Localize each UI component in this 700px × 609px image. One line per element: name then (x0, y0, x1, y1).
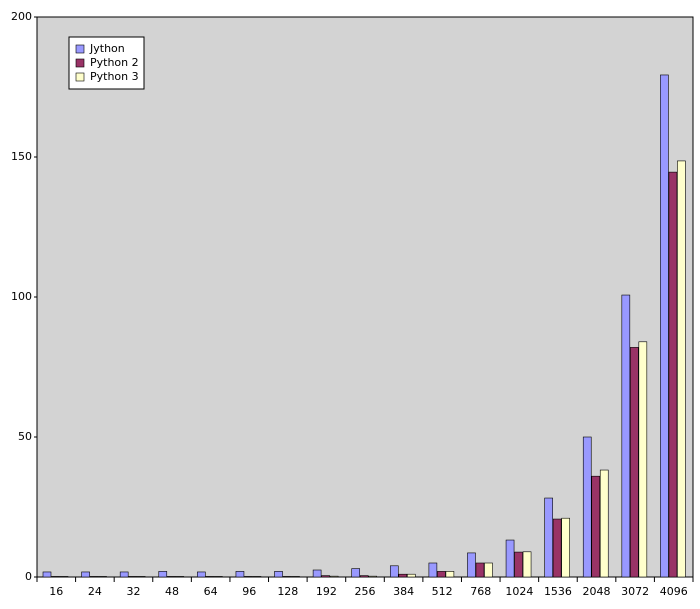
bar (119, 571, 129, 578)
bar (59, 576, 69, 578)
bar (291, 576, 300, 578)
bar (235, 571, 245, 578)
x-tick-label: 1536 (544, 585, 572, 598)
legend-swatch (75, 58, 85, 68)
x-tick-label: 32 (126, 585, 140, 598)
legend-swatch (75, 44, 85, 54)
bar (599, 469, 609, 578)
bar (128, 576, 137, 578)
bar (89, 576, 99, 578)
bar (158, 571, 168, 578)
bar (244, 576, 253, 578)
bar (166, 576, 176, 578)
x-tick-label: 384 (393, 585, 414, 598)
bar (368, 575, 378, 578)
y-tick-label: 0 (25, 570, 32, 583)
bar (274, 571, 283, 578)
bar (252, 576, 262, 578)
bar (484, 562, 493, 578)
x-tick-label: 128 (277, 585, 298, 598)
bar (505, 539, 515, 578)
bar (406, 573, 416, 578)
bar (475, 562, 485, 578)
y-tick-label: 50 (18, 430, 32, 443)
bar (136, 576, 146, 578)
bar (321, 575, 330, 578)
y-tick-label: 100 (11, 290, 32, 303)
bar (522, 551, 532, 578)
x-tick-label: 96 (242, 585, 256, 598)
bar (398, 573, 408, 578)
bar (42, 571, 52, 578)
bar (677, 160, 686, 578)
x-tick-label: 2048 (583, 585, 611, 598)
bar (561, 517, 570, 578)
bar (359, 575, 369, 578)
bar (630, 347, 639, 578)
y-tick-label: 200 (11, 10, 32, 23)
bar (544, 497, 553, 578)
bar (467, 552, 476, 578)
bar (312, 569, 322, 578)
legend-label: Python 3 (90, 70, 139, 83)
bar (214, 576, 223, 578)
bar (621, 294, 631, 578)
bar (282, 576, 292, 578)
bar (389, 565, 399, 578)
bar (197, 571, 206, 578)
bar (591, 475, 601, 578)
bar (428, 562, 438, 578)
x-tick-label: 3072 (621, 585, 649, 598)
bar (552, 518, 562, 578)
bar (51, 576, 60, 578)
x-tick-label: 24 (88, 585, 102, 598)
x-tick-label: 1024 (505, 585, 533, 598)
x-tick-label: 512 (432, 585, 453, 598)
x-tick-label: 4096 (660, 585, 688, 598)
legend-label: Jython (89, 42, 125, 55)
x-tick-label: 64 (204, 585, 218, 598)
bar (329, 575, 339, 578)
bar (660, 74, 669, 578)
bar (582, 436, 592, 578)
bar (351, 568, 361, 578)
bar (81, 571, 90, 578)
legend-swatch (75, 72, 85, 82)
x-tick-label: 192 (316, 585, 337, 598)
x-tick-label: 16 (49, 585, 63, 598)
legend-label: Python 2 (90, 56, 139, 69)
x-tick-label: 256 (355, 585, 376, 598)
x-tick-label: 768 (470, 585, 491, 598)
bar (668, 171, 678, 578)
bar (514, 551, 523, 578)
y-tick-label: 150 (11, 150, 32, 163)
bar (205, 576, 215, 578)
bar (175, 576, 185, 578)
bar (445, 571, 455, 578)
bar (638, 341, 648, 578)
bar (98, 576, 107, 578)
x-tick-label: 48 (165, 585, 179, 598)
bar (437, 571, 446, 578)
